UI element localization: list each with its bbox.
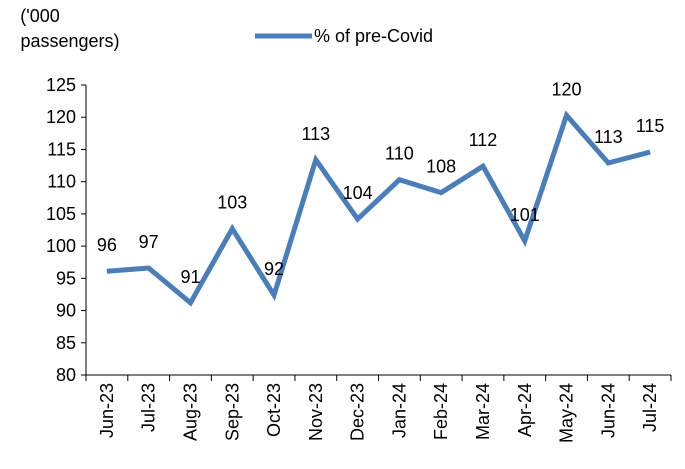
- x-tick-label: Apr-24: [515, 383, 535, 437]
- data-label: 103: [217, 193, 247, 213]
- y-tick-label: 125: [46, 75, 76, 95]
- x-tick-label: Jan-24: [389, 383, 409, 438]
- data-label: 97: [139, 232, 159, 252]
- data-label: 115: [636, 116, 665, 136]
- data-label: 113: [594, 127, 623, 147]
- data-label: 110: [385, 144, 414, 164]
- y-tick-label: 85: [56, 333, 76, 353]
- y-tick-label: 120: [46, 107, 76, 127]
- y-tick-label: 100: [46, 236, 76, 256]
- y-axis-label: ('000 passengers): [20, 6, 119, 51]
- x-tick-label: Feb-24: [431, 383, 451, 440]
- x-tick-label: May-24: [557, 383, 577, 443]
- x-tick-label: Aug-23: [180, 383, 200, 441]
- x-tick-label: Nov-23: [306, 383, 326, 441]
- data-label: 113: [301, 124, 330, 144]
- data-label: 120: [552, 79, 582, 99]
- x-tick-label: Oct-23: [264, 383, 284, 437]
- data-label: 96: [97, 235, 117, 255]
- x-tick-label: Dec-23: [348, 383, 368, 441]
- line-series: [106, 110, 651, 307]
- y-tick-label: 105: [46, 204, 76, 224]
- y-tick-label: 80: [56, 365, 76, 385]
- legend-label: % of pre-Covid: [314, 26, 433, 46]
- x-tick-label: Jul-24: [640, 383, 660, 432]
- data-label: 112: [469, 130, 498, 150]
- y-tick-label: 90: [56, 301, 76, 321]
- data-label: 91: [180, 267, 200, 287]
- y-tick-label: 95: [56, 268, 76, 288]
- x-tick-label: Sep-23: [222, 383, 242, 441]
- x-tick-label: Jun-23: [97, 383, 117, 438]
- x-tick-label: Jun-24: [598, 383, 618, 438]
- x-tick-label: Jul-23: [139, 383, 159, 432]
- data-label: 104: [343, 183, 373, 203]
- y-tick-label: 110: [47, 172, 76, 192]
- data-label: 108: [426, 157, 456, 177]
- data-label: 101: [510, 205, 540, 225]
- data-label: 92: [264, 259, 284, 279]
- x-tick-label: Mar-24: [473, 383, 493, 440]
- y-axis-label-line: passengers): [20, 31, 119, 51]
- y-axis-label-line: ('000: [20, 6, 59, 26]
- y-tick-label: 115: [47, 139, 76, 159]
